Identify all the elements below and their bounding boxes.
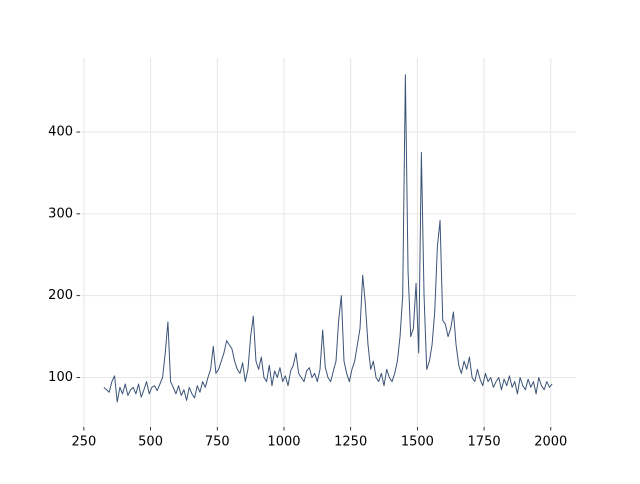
x-tick-label: 1250 (334, 435, 367, 450)
x-tick-label: 750 (205, 435, 230, 450)
y-tick-label: 300 (48, 206, 73, 221)
x-tick-label: 1750 (468, 435, 501, 450)
x-tick-label: 2000 (534, 435, 567, 450)
y-tick-label: 400 (48, 125, 73, 140)
y-tick-label: 100 (48, 370, 73, 385)
y-tick-label: 200 (48, 288, 73, 303)
data-line (103, 74, 553, 403)
x-tick-label: 250 (71, 435, 96, 450)
x-tick-label: 1000 (267, 435, 300, 450)
x-tick-label: 500 (138, 435, 163, 450)
x-tick-label: 1500 (401, 435, 434, 450)
